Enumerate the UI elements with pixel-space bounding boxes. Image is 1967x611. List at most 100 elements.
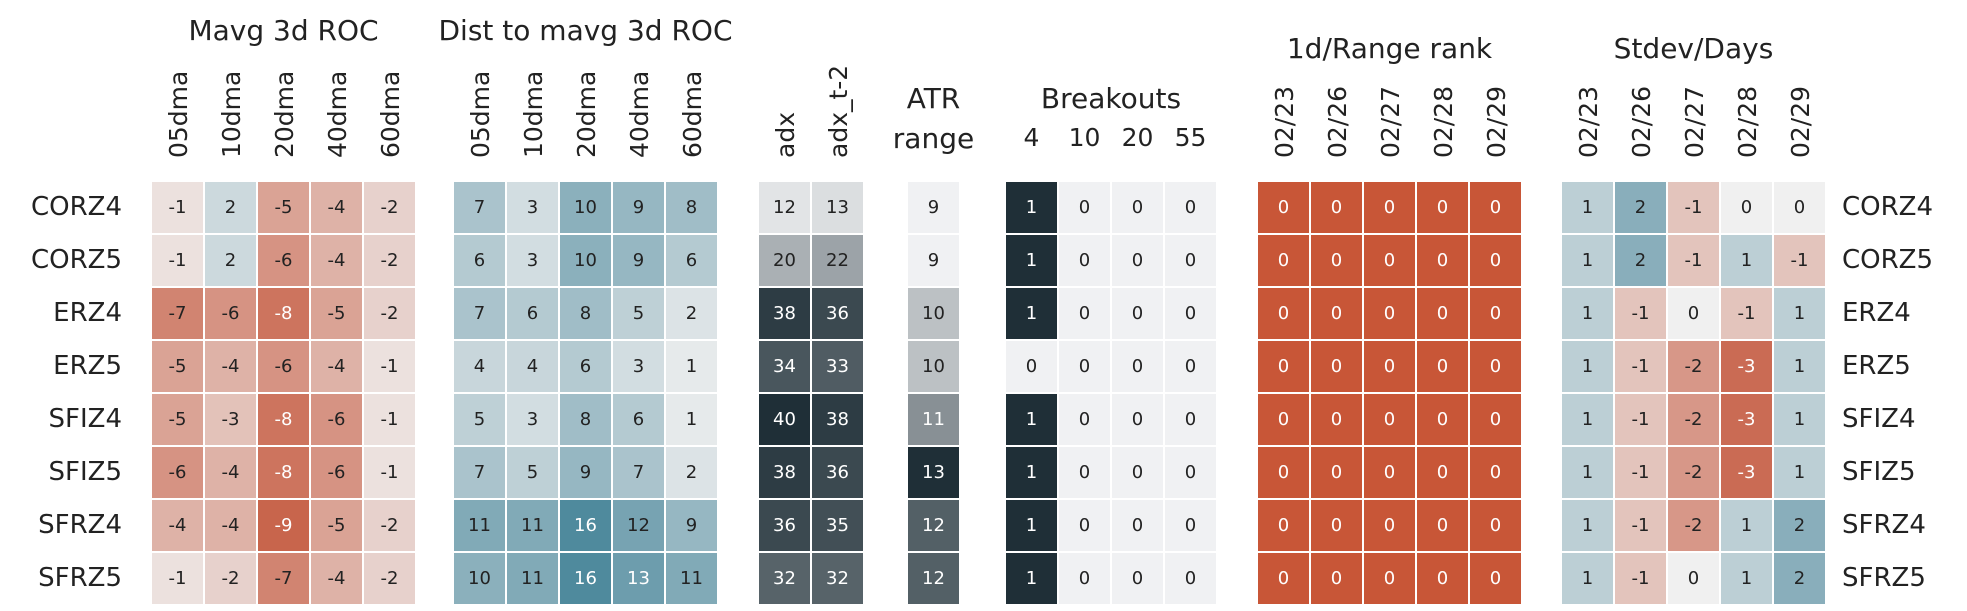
heatmap-cell: 0 — [1364, 235, 1415, 286]
heatmap-cell: 2 — [666, 288, 717, 339]
heatmap-cell: 16 — [560, 553, 611, 604]
column-label: 05dma — [163, 70, 193, 158]
heatmap-cell: -1 — [1615, 447, 1666, 498]
heatmap-cell: 0 — [1165, 394, 1216, 445]
heatmap-cell: 0 — [1112, 288, 1163, 339]
heatmap-cell: 11 — [507, 553, 558, 604]
heatmap-cell: 0 — [1311, 553, 1362, 604]
heatmap-cell: 0 — [1258, 235, 1309, 286]
heatmap-cell: 9 — [560, 447, 611, 498]
row-label-right: SFIZ5 — [1842, 456, 1916, 487]
column-label: 10dma — [216, 70, 246, 158]
heatmap-cell: -6 — [152, 447, 203, 498]
heatmap-cell: -1 — [152, 553, 203, 604]
column-label: 02/27 — [1375, 85, 1405, 158]
group-title: Mavg 3d ROC — [188, 14, 379, 47]
heatmap-cell: 0 — [1364, 553, 1415, 604]
heatmap-cell: 1 — [1562, 341, 1613, 392]
heatmap-cell: -6 — [311, 447, 362, 498]
row-label-left: SFIZ5 — [48, 456, 122, 487]
heatmap-cell: 1 — [666, 394, 717, 445]
heatmap-cell: -1 — [152, 235, 203, 286]
heatmap-cell: 32 — [812, 553, 863, 604]
heatmap-cell: 3 — [507, 394, 558, 445]
heatmap-cell: 0 — [1364, 394, 1415, 445]
heatmap-cell: 7 — [613, 447, 664, 498]
heatmap-cell: 1 — [1774, 288, 1825, 339]
heatmap-cell: 0 — [1417, 235, 1468, 286]
heatmap-cell: 11 — [507, 500, 558, 551]
heatmap-cell: 7 — [454, 447, 505, 498]
heatmap-cell: -1 — [364, 341, 415, 392]
heatmap-cell: 0 — [1165, 500, 1216, 551]
heatmap-cell: 0 — [1165, 447, 1216, 498]
column-label: 02/23 — [1573, 85, 1603, 158]
heatmap-cell: -1 — [152, 182, 203, 233]
heatmap-cell: 13 — [908, 447, 959, 498]
heatmap-cell: 1 — [1721, 500, 1772, 551]
heatmap-cell: 0 — [1470, 447, 1521, 498]
heatmap-cell: 9 — [908, 182, 959, 233]
heatmap-cell: 0 — [1258, 182, 1309, 233]
heatmap-cell: 0 — [1470, 182, 1521, 233]
heatmap-cell: -1 — [1721, 288, 1772, 339]
heatmap-cell: 0 — [1470, 341, 1521, 392]
heatmap-cell: -2 — [364, 553, 415, 604]
heatmap-cell: 0 — [1311, 394, 1362, 445]
column-label: 4 — [1023, 123, 1040, 152]
heatmap-cell: 34 — [759, 341, 810, 392]
column-label: 10 — [1068, 123, 1101, 152]
heatmap-cell: 6 — [454, 235, 505, 286]
heatmap-cell: 0 — [1470, 288, 1521, 339]
heatmap-cell: -1 — [364, 394, 415, 445]
heatmap-cell: 0 — [1165, 288, 1216, 339]
heatmap-cell: -4 — [205, 500, 256, 551]
heatmap-cell: 0 — [1112, 235, 1163, 286]
heatmap-cell: 0 — [1668, 553, 1719, 604]
heatmap-cell: 5 — [454, 394, 505, 445]
heatmap-cell: 1 — [1562, 288, 1613, 339]
heatmap-cell: 36 — [812, 447, 863, 498]
heatmap-cell: 0 — [1258, 553, 1309, 604]
heatmap-cell: 0 — [1364, 500, 1415, 551]
heatmap-cell: 33 — [812, 341, 863, 392]
column-label: 20 — [1121, 123, 1154, 152]
heatmap-cell: -1 — [1615, 500, 1666, 551]
column-label: adx — [770, 112, 800, 158]
heatmap-cell: 0 — [1668, 288, 1719, 339]
heatmap-cell: 0 — [1059, 394, 1110, 445]
heatmap-cell: 0 — [1470, 394, 1521, 445]
heatmap-cell: -6 — [258, 341, 309, 392]
column-label: 40dma — [322, 70, 352, 158]
heatmap-cell: 10 — [454, 553, 505, 604]
heatmap-cell: 40 — [759, 394, 810, 445]
heatmap-cell: 8 — [560, 288, 611, 339]
heatmap-cell: 12 — [613, 500, 664, 551]
heatmap-cell: 0 — [1059, 553, 1110, 604]
heatmap-cell: -1 — [1615, 341, 1666, 392]
heatmap-cell: 1 — [666, 341, 717, 392]
heatmap-cell: -5 — [152, 394, 203, 445]
heatmap-cell: 36 — [759, 500, 810, 551]
heatmap-cell: 6 — [613, 394, 664, 445]
heatmap-cell: 7 — [454, 288, 505, 339]
row-label-right: CORZ4 — [1842, 191, 1934, 222]
heatmap-cell: 13 — [613, 553, 664, 604]
heatmap-cell: 9 — [613, 182, 664, 233]
row-label-right: ERZ4 — [1842, 297, 1911, 328]
heatmap-cell: 0 — [1258, 341, 1309, 392]
heatmap-cell: 0 — [1059, 341, 1110, 392]
heatmap-cell: 38 — [759, 288, 810, 339]
heatmap-cell: 3 — [507, 182, 558, 233]
heatmap-cell: 0 — [1364, 182, 1415, 233]
group-title: Dist to mavg 3d ROC — [438, 14, 733, 47]
heatmap-cell: 0 — [1059, 288, 1110, 339]
heatmap-cell: 0 — [1470, 235, 1521, 286]
heatmap-cell: 5 — [507, 447, 558, 498]
heatmap-cell: 2 — [205, 182, 256, 233]
heatmap-cell: 1 — [1562, 394, 1613, 445]
heatmap-cell: 11 — [666, 553, 717, 604]
heatmap-cell: -1 — [1774, 235, 1825, 286]
heatmap-cell: 38 — [759, 447, 810, 498]
